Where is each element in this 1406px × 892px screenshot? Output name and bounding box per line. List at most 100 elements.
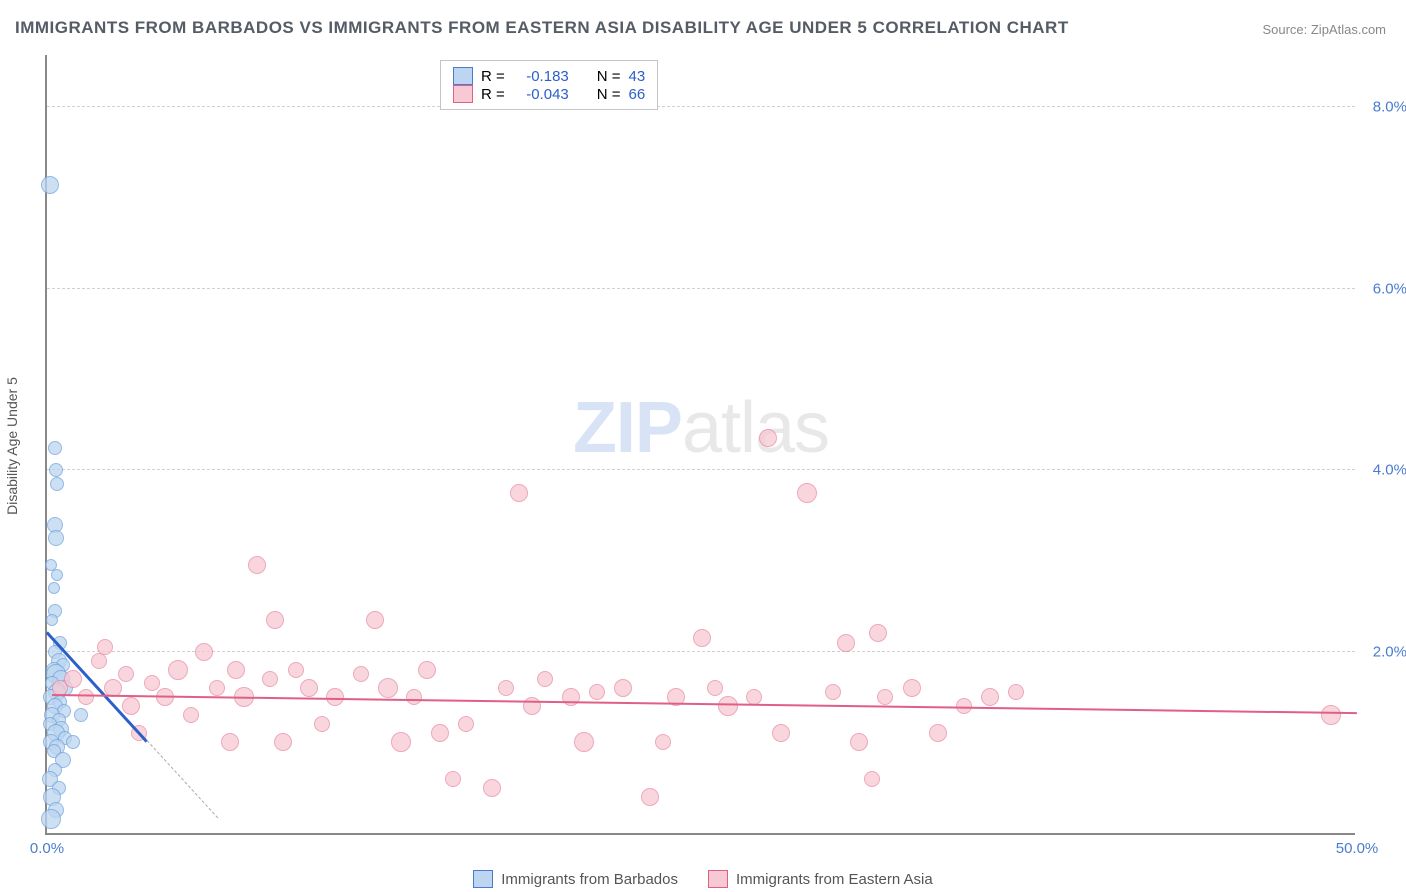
stats-legend: R = -0.183 N = 43 R = -0.043 N = 66 bbox=[440, 60, 658, 110]
source-label: Source: ZipAtlas.com bbox=[1262, 22, 1386, 37]
scatter-point bbox=[418, 661, 436, 679]
scatter-point bbox=[78, 689, 94, 705]
watermark: ZIPatlas bbox=[573, 387, 829, 469]
scatter-point bbox=[51, 569, 63, 581]
stats-legend-row-2: R = -0.043 N = 66 bbox=[453, 85, 645, 103]
scatter-point bbox=[183, 707, 199, 723]
scatter-point bbox=[209, 680, 225, 696]
n-label: N = bbox=[597, 68, 621, 85]
n-label: N = bbox=[597, 86, 621, 103]
scatter-point bbox=[655, 734, 671, 750]
scatter-point bbox=[498, 680, 514, 696]
scatter-point bbox=[46, 614, 58, 626]
r-value-2: -0.043 bbox=[513, 86, 569, 103]
ytick-label: 4.0% bbox=[1373, 462, 1406, 479]
scatter-point bbox=[458, 716, 474, 732]
legend-label-1: Immigrants from Barbados bbox=[501, 871, 678, 888]
swatch-series-1-bottom bbox=[473, 870, 493, 888]
plot-area: ZIPatlas 2.0%4.0%6.0%8.0%0.0%50.0% bbox=[45, 55, 1355, 835]
scatter-point bbox=[144, 675, 160, 691]
watermark-zip: ZIP bbox=[573, 388, 682, 468]
bottom-legend: Immigrants from Barbados Immigrants from… bbox=[0, 870, 1406, 888]
stats-legend-row-1: R = -0.183 N = 43 bbox=[453, 67, 645, 85]
scatter-point bbox=[589, 684, 605, 700]
scatter-point bbox=[74, 708, 88, 722]
scatter-point bbox=[877, 689, 893, 705]
r-label: R = bbox=[481, 68, 505, 85]
gridline bbox=[47, 288, 1355, 289]
scatter-point bbox=[837, 634, 855, 652]
scatter-point bbox=[41, 809, 61, 829]
scatter-point bbox=[50, 477, 64, 491]
scatter-point bbox=[772, 724, 790, 742]
scatter-point bbox=[64, 670, 82, 688]
scatter-point bbox=[641, 788, 659, 806]
scatter-point bbox=[797, 483, 817, 503]
legend-label-2: Immigrants from Eastern Asia bbox=[736, 871, 933, 888]
swatch-series-2-bottom bbox=[708, 870, 728, 888]
scatter-point bbox=[445, 771, 461, 787]
n-value-2: 66 bbox=[629, 86, 646, 103]
scatter-point bbox=[391, 732, 411, 752]
scatter-point bbox=[227, 661, 245, 679]
scatter-point bbox=[746, 689, 762, 705]
y-axis-label: Disability Age Under 5 bbox=[4, 377, 20, 515]
scatter-point bbox=[41, 176, 59, 194]
scatter-point bbox=[48, 530, 64, 546]
gridline bbox=[47, 106, 1355, 107]
scatter-point bbox=[221, 733, 239, 751]
scatter-point bbox=[614, 679, 632, 697]
scatter-point bbox=[378, 678, 398, 698]
xtick-label: 50.0% bbox=[1336, 840, 1379, 857]
swatch-series-2 bbox=[453, 85, 473, 103]
scatter-point bbox=[850, 733, 868, 751]
scatter-point bbox=[300, 679, 318, 697]
scatter-point bbox=[48, 582, 60, 594]
scatter-point bbox=[759, 429, 777, 447]
legend-item-2: Immigrants from Eastern Asia bbox=[708, 870, 933, 888]
legend-item-1: Immigrants from Barbados bbox=[473, 870, 678, 888]
scatter-point bbox=[288, 662, 304, 678]
scatter-point bbox=[314, 716, 330, 732]
ytick-label: 2.0% bbox=[1373, 643, 1406, 660]
scatter-point bbox=[274, 733, 292, 751]
scatter-point bbox=[91, 653, 107, 669]
scatter-point bbox=[510, 484, 528, 502]
scatter-point bbox=[97, 639, 113, 655]
swatch-series-1 bbox=[453, 67, 473, 85]
ytick-label: 8.0% bbox=[1373, 99, 1406, 116]
scatter-point bbox=[195, 643, 213, 661]
scatter-point bbox=[1008, 684, 1024, 700]
scatter-point bbox=[406, 689, 422, 705]
chart-title: IMMIGRANTS FROM BARBADOS VS IMMIGRANTS F… bbox=[15, 18, 1069, 38]
watermark-atlas: atlas bbox=[682, 388, 829, 468]
ytick-label: 6.0% bbox=[1373, 280, 1406, 297]
scatter-point bbox=[122, 697, 140, 715]
scatter-point bbox=[353, 666, 369, 682]
scatter-point bbox=[366, 611, 384, 629]
scatter-point bbox=[718, 696, 738, 716]
trendline bbox=[146, 740, 217, 818]
scatter-point bbox=[483, 779, 501, 797]
scatter-point bbox=[864, 771, 880, 787]
n-value-1: 43 bbox=[629, 68, 646, 85]
scatter-point bbox=[266, 611, 284, 629]
scatter-point bbox=[693, 629, 711, 647]
r-label: R = bbox=[481, 86, 505, 103]
scatter-point bbox=[537, 671, 553, 687]
xtick-label: 0.0% bbox=[30, 840, 64, 857]
scatter-point bbox=[903, 679, 921, 697]
r-value-1: -0.183 bbox=[513, 68, 569, 85]
scatter-point bbox=[262, 671, 278, 687]
scatter-point bbox=[574, 732, 594, 752]
scatter-point bbox=[707, 680, 723, 696]
scatter-point bbox=[869, 624, 887, 642]
scatter-point bbox=[118, 666, 134, 682]
scatter-point bbox=[66, 735, 80, 749]
gridline bbox=[47, 469, 1355, 470]
scatter-point bbox=[48, 441, 62, 455]
scatter-point bbox=[981, 688, 999, 706]
scatter-point bbox=[49, 463, 63, 477]
scatter-point bbox=[929, 724, 947, 742]
scatter-point bbox=[168, 660, 188, 680]
